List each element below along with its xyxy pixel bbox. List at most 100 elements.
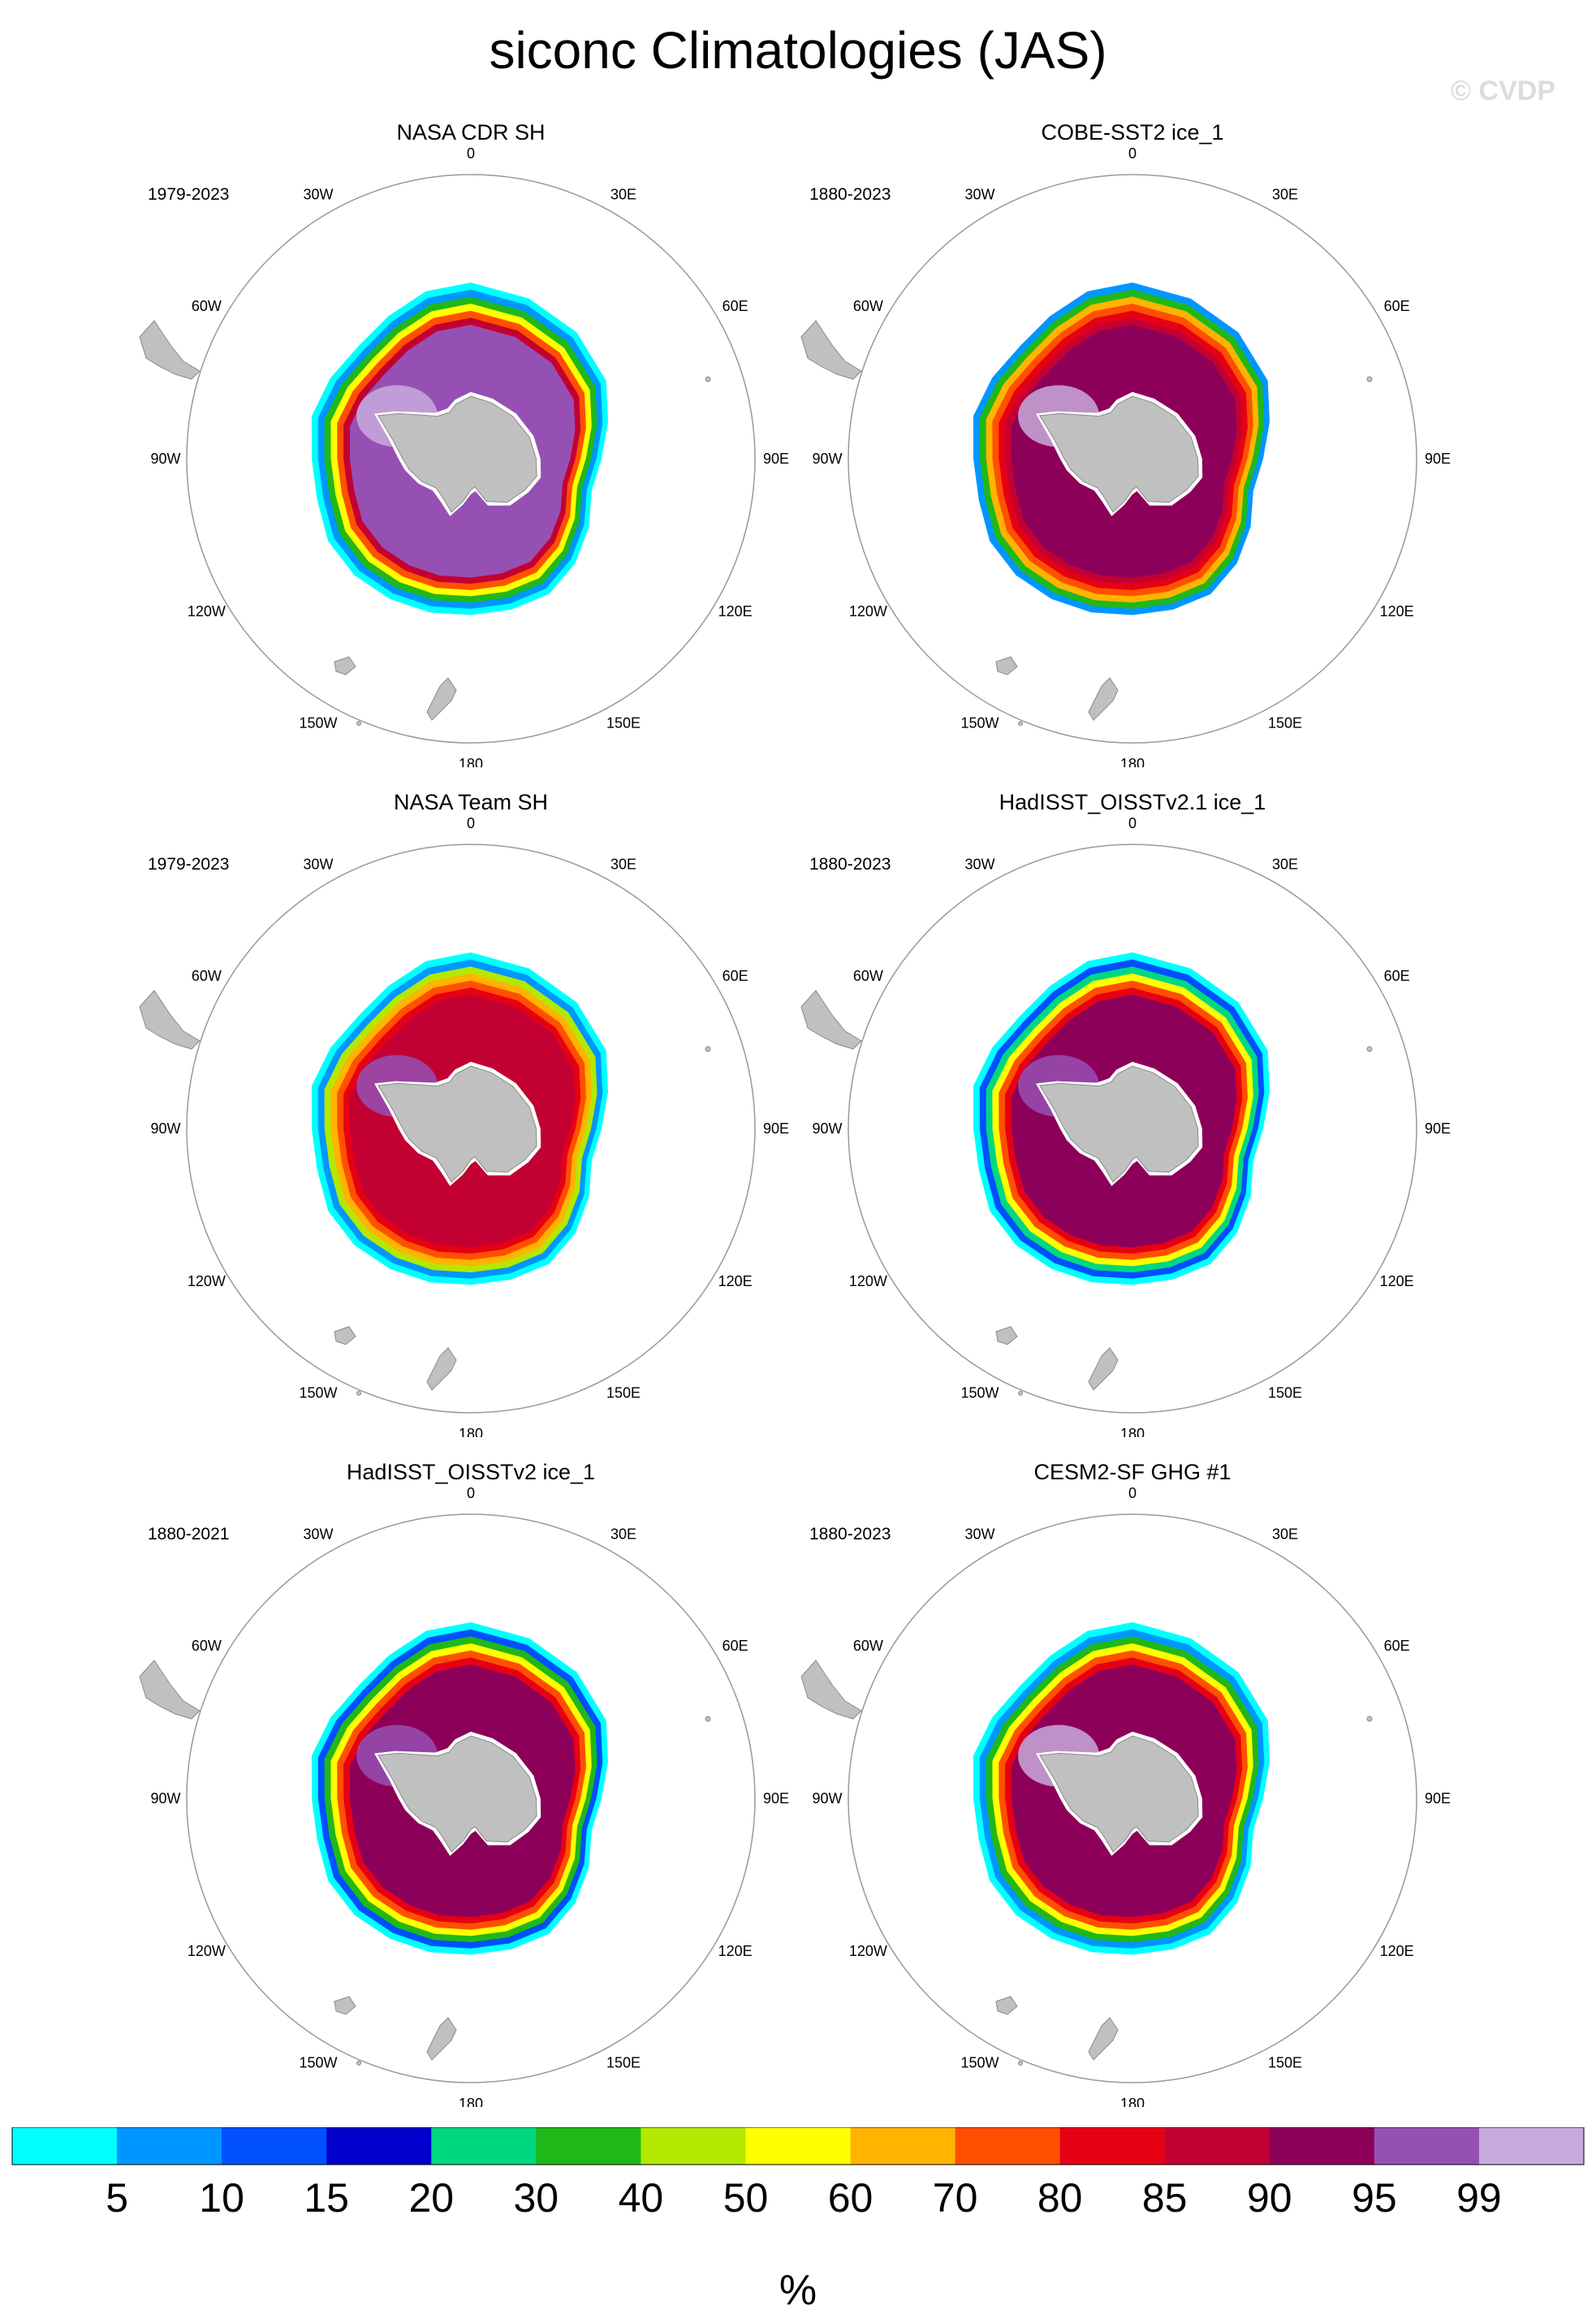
colorbar-segment	[1164, 2127, 1270, 2165]
longitude-label: 0	[1128, 145, 1137, 162]
longitude-label: 120W	[188, 1273, 226, 1289]
colorbar-segment	[12, 2127, 118, 2165]
new-zealand-landmass	[1088, 2017, 1119, 2061]
longitude-label: 90W	[150, 1790, 180, 1807]
longitude-label: 60E	[723, 1638, 748, 1654]
colorbar-tick-label: 95	[1352, 2175, 1397, 2221]
antarctica-landmass	[1038, 395, 1199, 513]
longitude-label: 150W	[960, 715, 999, 732]
longitude-label: 180	[459, 756, 483, 767]
south-america-landmass	[800, 990, 862, 1050]
longitude-label: 120E	[718, 1273, 753, 1289]
colorbar-tick-label: 20	[408, 2175, 454, 2221]
new-zealand-landmass	[1088, 677, 1119, 721]
antarctica-landmass	[377, 1735, 537, 1853]
colorbar-segment	[641, 2127, 746, 2165]
longitude-label: 30W	[964, 1526, 994, 1542]
copyright-label: © CVDP	[1451, 76, 1555, 106]
longitude-label: 90E	[763, 1120, 789, 1137]
longitude-label: 60E	[723, 968, 748, 984]
island-marker	[1018, 1391, 1023, 1396]
colorbar-tick-label: 15	[304, 2175, 349, 2221]
colorbar-tick-label: 50	[723, 2175, 769, 2221]
longitude-label: 120E	[1380, 603, 1414, 620]
longitude-label: 90E	[763, 1790, 789, 1807]
longitude-label: 120E	[1380, 1943, 1414, 1959]
longitude-label: 0	[467, 1485, 475, 1501]
island-marker	[1018, 721, 1023, 726]
colorbar-segment	[1374, 2127, 1480, 2165]
polar-map: 0 30E 60E 90E 120E 150E 180 150W 120W 90W 60W 30W	[800, 1485, 1451, 2107]
longitude-label: 120E	[718, 1943, 753, 1959]
panel-title: HadISST_OISSTv2 ice_1	[346, 1460, 596, 1484]
colorbar-segment	[1059, 2127, 1166, 2165]
longitude-label: 150E	[1268, 2055, 1302, 2071]
longitude-label: 0	[1128, 1485, 1137, 1501]
longitude-label: 180	[1120, 1426, 1145, 1437]
south-america-landmass	[800, 320, 862, 380]
polar-map: 0 30E 60E 90E 120E 150E 180 150W 120W 90W 60W 30W	[139, 1485, 789, 2107]
colorbar-tick-label: 30	[513, 2175, 559, 2221]
colorbar-segment	[1269, 2127, 1375, 2165]
south-america-landmass	[139, 1660, 201, 1720]
polar-map: 0 30E 60E 90E 120E 150E 180 150W 120W 90W 60W 30W	[800, 815, 1451, 1437]
map-panel-cobe-sst2: COBE-SST2 ice_1 1880-2023 0 30E 60E 90E 120E 15…	[767, 118, 1498, 767]
tasmania-landmass	[995, 1326, 1018, 1345]
longitude-label: 90W	[812, 1120, 842, 1137]
longitude-label: 60W	[192, 298, 222, 314]
longitude-label: 60W	[192, 1638, 222, 1654]
antarctica-landmass	[377, 395, 537, 513]
island-marker	[1018, 2061, 1023, 2066]
longitude-label: 150W	[299, 1385, 337, 1401]
new-zealand-landmass	[426, 1347, 457, 1391]
colorbar-graphic: 5 10 15 20 30 40 50 60 70 80 85 90 95 99	[11, 2126, 1585, 2221]
map-panel-nasa-cdr-sh: NASA CDR SH 1979-2023 0 30E 60E 90E 120E 150E 18…	[106, 118, 836, 767]
longitude-label: 120W	[188, 603, 226, 620]
antarctica-landmass	[1038, 1735, 1199, 1853]
new-zealand-landmass	[426, 677, 457, 721]
colorbar-segment	[431, 2127, 537, 2165]
longitude-label: 90W	[150, 451, 180, 467]
colorbar-tick-label: 90	[1247, 2175, 1292, 2221]
polar-map: 0 30E 60E 90E 120E 150E 180 150W 120W 90W 60W 30W	[139, 145, 789, 767]
colorbar-segment	[850, 2127, 956, 2165]
map-panel-nasa-team-sh: NASA Team SH 1979-2023 0 30E 60E 90E 120E 150E 1…	[106, 788, 836, 1437]
antarctica-landmass	[1038, 1065, 1199, 1183]
longitude-label: 90E	[1425, 1120, 1451, 1137]
longitude-label: 30E	[1272, 1526, 1298, 1542]
longitude-label: 150W	[299, 715, 337, 732]
longitude-label: 60E	[1384, 1638, 1410, 1654]
longitude-label: 30W	[303, 856, 333, 872]
panel-title: NASA Team SH	[393, 790, 549, 814]
longitude-label: 150W	[299, 2055, 337, 2071]
colorbar-segment	[1478, 2127, 1585, 2165]
longitude-label: 30W	[303, 186, 333, 202]
colorbar-tick-label: 80	[1037, 2175, 1083, 2221]
longitude-label: 120E	[718, 603, 753, 620]
longitude-label: 60W	[853, 1638, 883, 1654]
colorbar-outline	[11, 2126, 1585, 2165]
panel-period: 1979-2023	[148, 185, 230, 204]
colorbar-segment	[222, 2127, 327, 2165]
longitude-label: 180	[459, 1426, 483, 1437]
longitude-label: 120W	[849, 603, 887, 620]
tasmania-landmass	[334, 656, 356, 676]
longitude-label: 0	[1128, 815, 1137, 831]
panel-period: 1880-2023	[809, 855, 891, 874]
longitude-label: 150W	[960, 2055, 999, 2071]
south-america-landmass	[139, 990, 201, 1050]
panel-period: 1880-2023	[809, 185, 891, 204]
longitude-label: 30E	[610, 856, 636, 872]
island-marker	[705, 1046, 711, 1052]
colorbar-segment	[117, 2127, 222, 2165]
longitude-label: 180	[459, 2096, 483, 2107]
longitude-label: 60E	[1384, 298, 1410, 314]
longitude-label: 150E	[606, 1385, 641, 1401]
map-panel-cesm2-sf-ghg: CESM2-SF GHG #1 1880-2023 0 30E 60E 90E 120E 15…	[767, 1457, 1498, 2107]
south-america-landmass	[139, 320, 201, 380]
longitude-label: 60W	[853, 298, 883, 314]
colorbar-tick-label: 5	[106, 2175, 128, 2221]
longitude-label: 90E	[1425, 1790, 1451, 1807]
longitude-label: 30E	[1272, 856, 1298, 872]
island-marker	[356, 2061, 361, 2066]
